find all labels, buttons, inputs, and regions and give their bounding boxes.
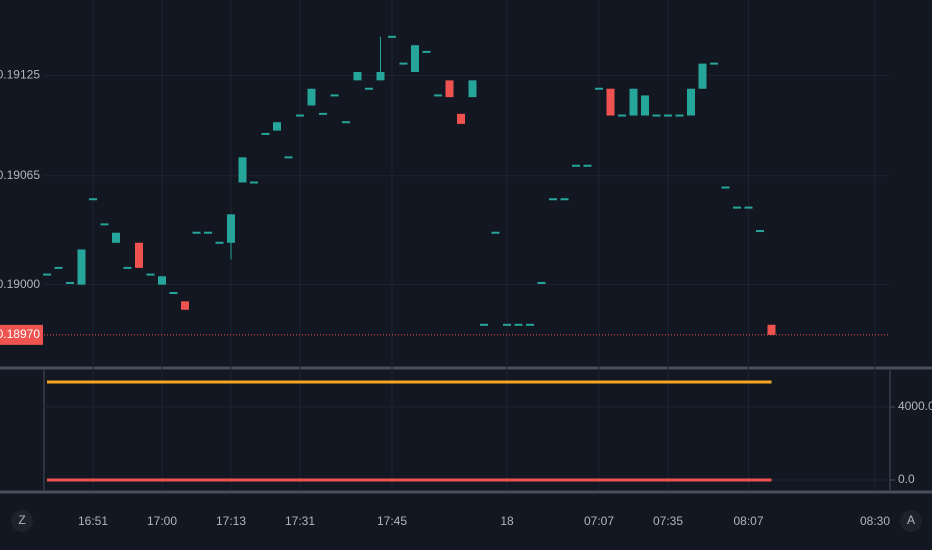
candle-body xyxy=(457,113,465,124)
candle-body xyxy=(123,266,132,269)
candle-body xyxy=(618,114,626,117)
candle-body xyxy=(526,323,534,326)
candle-body xyxy=(595,87,603,90)
candle-body xyxy=(687,88,695,116)
candle-body xyxy=(307,88,316,106)
y-tick-label: 4000.0 xyxy=(898,399,932,413)
right-button[interactable]: A xyxy=(907,513,915,527)
candle-body xyxy=(606,88,615,116)
x-tick-label: 16:51 xyxy=(78,514,108,528)
x-tick-label: 18 xyxy=(500,514,514,528)
last-price-label: 0.18970 xyxy=(0,327,40,341)
candle-body xyxy=(767,324,776,335)
button-bg[interactable] xyxy=(900,510,922,532)
candle-body xyxy=(238,157,247,183)
left-button[interactable]: Z xyxy=(18,513,25,527)
candle-body xyxy=(388,35,396,38)
candle-body xyxy=(227,214,235,243)
candle-body xyxy=(721,186,730,189)
candle-body xyxy=(319,112,327,115)
candle-body xyxy=(733,206,741,209)
candle-body xyxy=(66,281,74,284)
candle-body xyxy=(192,231,201,234)
x-tick-label: 08:07 xyxy=(733,514,763,528)
candle-body xyxy=(330,94,339,97)
candle-body xyxy=(77,249,86,285)
candle-body xyxy=(641,95,649,116)
candle-body xyxy=(652,114,661,117)
candle-body xyxy=(158,276,166,285)
candle-body xyxy=(710,62,718,65)
x-tick-label: 17:13 xyxy=(216,514,246,528)
candle-body xyxy=(365,87,373,90)
candle-body xyxy=(146,273,155,276)
candle-body xyxy=(100,223,109,226)
candle-body xyxy=(135,242,143,268)
candle-body xyxy=(491,231,500,234)
candle-body xyxy=(204,231,212,234)
candle-body xyxy=(514,323,523,326)
candle-body xyxy=(169,292,178,295)
candle-body xyxy=(549,198,557,201)
candle-body xyxy=(434,94,442,97)
candle-body xyxy=(54,266,63,269)
y-tick-label: 0.19000 xyxy=(0,277,40,291)
candle-body xyxy=(411,45,419,72)
x-tick-label: 08:30 xyxy=(860,514,890,528)
candle-body xyxy=(537,281,546,284)
candle-body xyxy=(629,88,638,116)
candle-body xyxy=(261,132,270,135)
candle-body xyxy=(376,71,385,81)
y-tick-label: 0.19125 xyxy=(0,68,40,82)
candle-body xyxy=(744,206,753,209)
candle-body xyxy=(480,323,488,326)
last-price-box xyxy=(0,324,43,345)
candle-body xyxy=(664,114,672,117)
x-tick-label: 07:07 xyxy=(584,514,614,528)
candle-body xyxy=(572,164,580,167)
x-tick-label: 17:00 xyxy=(147,514,177,528)
candle-body xyxy=(422,50,431,53)
candle-body xyxy=(560,198,569,201)
x-tick-label: 17:31 xyxy=(285,514,315,528)
candle-body xyxy=(273,122,281,131)
candle-body xyxy=(112,232,120,243)
candle-body xyxy=(215,241,224,244)
button-bg[interactable] xyxy=(11,510,33,532)
candle-body xyxy=(250,181,258,184)
candle-body xyxy=(503,323,511,326)
candle-body xyxy=(342,121,350,124)
candle-body xyxy=(181,301,189,310)
candle-body xyxy=(675,114,684,117)
candle-body xyxy=(445,80,454,98)
x-tick-label: 07:35 xyxy=(653,514,683,528)
candle-body xyxy=(43,273,51,276)
y-tick-label: 0.0 xyxy=(898,472,915,486)
y-tick-label: 0.19065 xyxy=(0,168,40,182)
candle-body xyxy=(583,164,592,167)
candle-body xyxy=(353,71,362,81)
candle-body xyxy=(698,63,707,89)
candle-body xyxy=(399,62,408,65)
candle-body xyxy=(89,198,97,201)
candle-body xyxy=(296,114,304,117)
x-tick-label: 17:45 xyxy=(377,514,407,528)
candle-body xyxy=(468,80,477,98)
candle-body xyxy=(284,156,293,159)
candle-body xyxy=(756,230,764,233)
